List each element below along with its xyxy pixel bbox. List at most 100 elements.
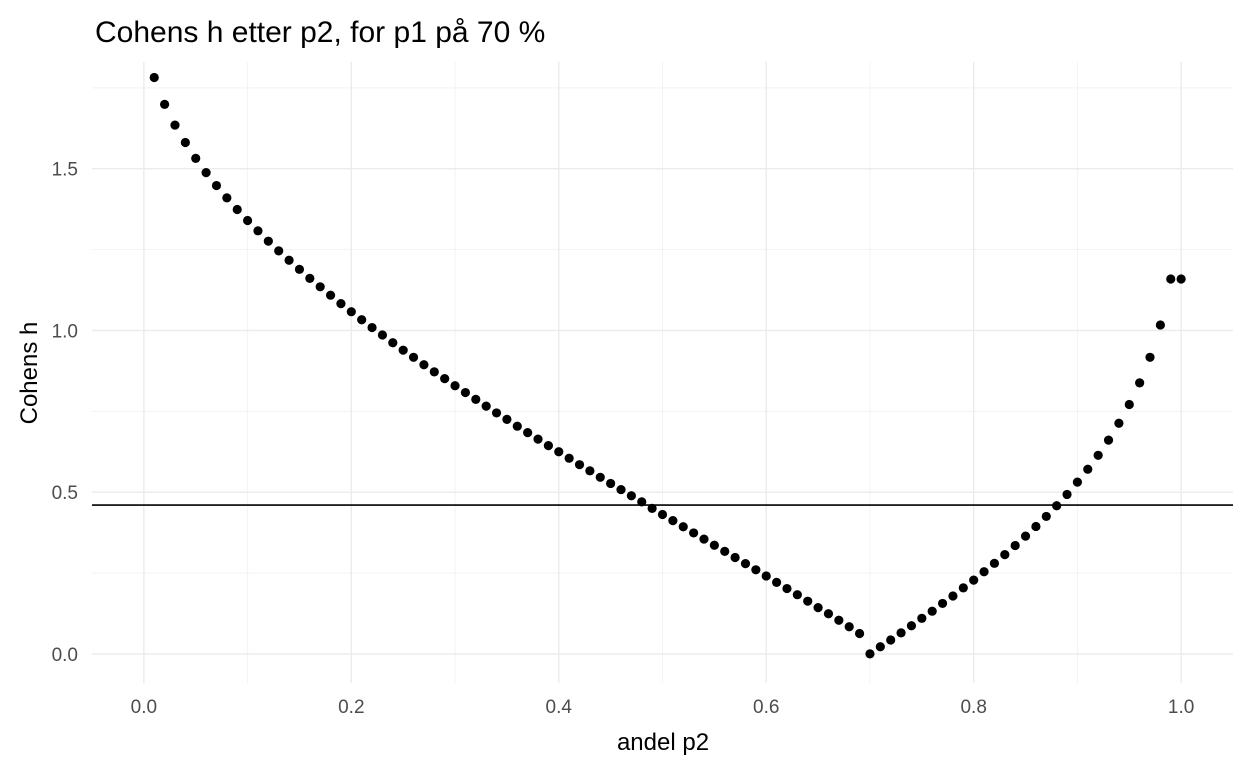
data-point [429,367,439,377]
chart-title: Cohens h etter p2, for p1 på 70 % [95,16,545,49]
data-point [813,603,823,613]
data-point [792,590,802,600]
data-point [502,414,512,424]
y-tick-label: 1.0 [52,321,78,342]
data-point [844,622,854,632]
data-point [315,282,325,292]
data-point [222,193,232,203]
data-point [969,575,979,585]
data-point [160,99,170,109]
data-point [1114,418,1124,428]
data-point [1083,464,1093,474]
data-point [979,567,989,577]
data-points [149,72,1186,659]
data-point [533,434,543,444]
data-point [180,137,190,148]
x-tick-label: 0.0 [131,697,157,718]
data-point [958,583,968,593]
data-point [948,591,958,601]
data-point [564,453,574,463]
data-point [523,428,533,438]
data-point [886,635,896,645]
data-point [1124,399,1134,410]
data-point [149,72,159,83]
data-point [574,460,585,470]
data-point [606,478,616,489]
data-point [450,381,460,391]
data-point [616,484,626,495]
data-point [626,491,636,501]
data-point [346,307,356,317]
data-point [834,615,844,625]
data-point [823,609,834,619]
data-point [388,338,398,348]
data-point [284,255,294,265]
data-point [906,621,917,631]
data-point [232,204,242,215]
data-point [1010,540,1020,551]
data-point [585,466,595,476]
data-point [989,558,1000,568]
data-point [1000,549,1010,560]
data-point [668,516,678,526]
data-point [720,546,730,556]
data-point [1145,352,1155,362]
data-point [803,596,813,606]
data-point [191,153,201,163]
data-point [657,509,668,520]
data-point [595,472,605,482]
data-point [1093,450,1103,460]
data-point [325,290,336,300]
x-axis-ticks: 0.0 0.2 0.4 0.6 0.8 1.0 [131,697,1195,718]
data-point [274,246,284,256]
data-point [460,387,471,398]
data-point [419,360,429,370]
data-point [1062,489,1072,500]
data-point [937,598,948,609]
data-point [242,215,253,226]
data-point [865,649,875,659]
data-point [678,522,688,532]
data-point [440,374,450,384]
data-point [1176,274,1186,284]
data-point [1020,531,1031,541]
data-point [357,315,367,325]
data-point [211,180,222,191]
x-tick-label: 0.8 [960,697,986,718]
x-tick-label: 1.0 [1168,697,1194,718]
data-point [647,503,657,513]
x-tick-label: 0.2 [338,697,364,718]
data-point [699,534,709,544]
data-point [761,571,771,581]
x-axis-title: andel p2 [617,729,709,756]
y-tick-label: 1.5 [52,160,78,181]
data-point [1041,511,1051,522]
data-point [637,497,647,507]
data-point [740,559,751,569]
data-point [201,168,211,178]
data-point [263,236,273,246]
x-tick-label: 0.4 [546,697,573,718]
data-point [875,642,885,652]
data-point [377,330,388,340]
data-point [543,440,554,451]
data-point [253,226,263,236]
y-axis-title: Cohens h [16,322,43,425]
data-point [1052,501,1062,511]
data-point [294,264,305,274]
data-point [917,613,927,623]
data-point [751,565,761,575]
data-point [927,606,937,616]
data-point [1135,378,1145,388]
data-point [367,322,377,333]
y-tick-label: 0.0 [52,645,78,666]
data-point [170,120,180,130]
data-point [1155,320,1165,330]
data-point [689,528,699,538]
data-point [1031,521,1041,532]
data-point [512,421,522,431]
data-point [782,583,792,594]
y-axis-ticks: 0.0 0.5 1.0 1.5 [52,160,78,666]
y-tick-label: 0.5 [52,483,78,504]
